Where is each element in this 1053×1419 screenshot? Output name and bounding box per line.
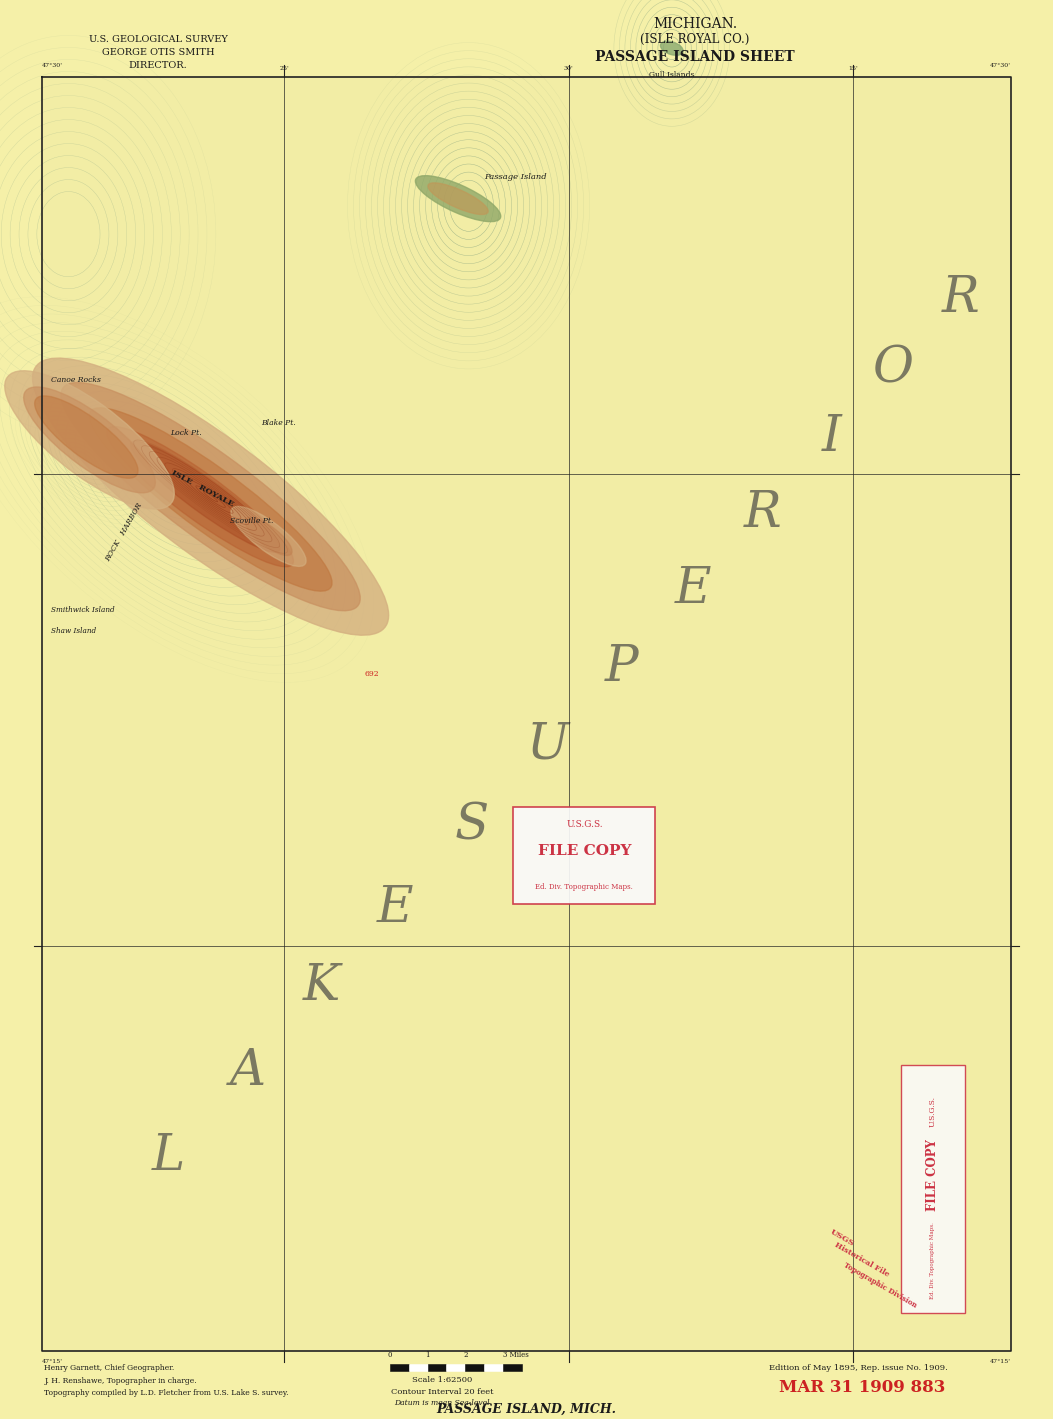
Text: P: P — [604, 643, 638, 691]
Text: Ed. Div. Topographic Maps.: Ed. Div. Topographic Maps. — [931, 1222, 935, 1298]
Text: Datum is mean Sea-level: Datum is mean Sea-level — [395, 1399, 490, 1408]
Bar — [503, 1364, 522, 1371]
Text: 0: 0 — [388, 1351, 392, 1359]
Text: Canoe Rocks: Canoe Rocks — [51, 376, 100, 385]
Text: 692: 692 — [364, 670, 379, 678]
Text: USGS: USGS — [829, 1227, 856, 1247]
Text: FILE COPY: FILE COPY — [927, 1139, 939, 1210]
Ellipse shape — [231, 507, 306, 566]
Text: E: E — [377, 884, 413, 932]
Ellipse shape — [131, 441, 280, 552]
Text: 15': 15' — [848, 65, 858, 71]
Text: R: R — [743, 490, 781, 538]
Text: 47°30': 47°30' — [42, 62, 63, 68]
Text: 25': 25' — [279, 65, 290, 71]
Text: Blake Pt.: Blake Pt. — [261, 419, 296, 427]
Text: 3 Miles: 3 Miles — [503, 1351, 529, 1359]
FancyBboxPatch shape — [901, 1064, 965, 1314]
Bar — [409, 1364, 428, 1371]
Text: 47°15': 47°15' — [42, 1359, 63, 1365]
Ellipse shape — [415, 176, 501, 221]
Bar — [42, 77, 1011, 1351]
Text: Historical File: Historical File — [833, 1242, 890, 1279]
Ellipse shape — [660, 41, 683, 55]
Text: U.S.G.S.: U.S.G.S. — [567, 820, 602, 829]
Bar — [465, 1364, 484, 1371]
Ellipse shape — [245, 518, 292, 555]
Text: E: E — [675, 565, 711, 613]
Text: Topographic Division: Topographic Division — [842, 1261, 918, 1310]
Text: 47°30': 47°30' — [990, 62, 1011, 68]
Text: Lock Pt.: Lock Pt. — [171, 429, 202, 437]
Text: 47°15': 47°15' — [990, 1359, 1011, 1365]
Text: Scale 1:62500: Scale 1:62500 — [412, 1376, 473, 1385]
FancyBboxPatch shape — [514, 807, 655, 904]
Text: Smithwick Island: Smithwick Island — [51, 606, 114, 614]
Text: R: R — [941, 274, 979, 322]
Ellipse shape — [61, 383, 360, 610]
Text: J. H. Renshawe, Topographer in charge.: J. H. Renshawe, Topographer in charge. — [44, 1376, 197, 1385]
Text: Passage Island: Passage Island — [484, 173, 547, 182]
Text: PASSAGE ISLAND SHEET: PASSAGE ISLAND SHEET — [595, 50, 795, 64]
Text: L: L — [152, 1132, 185, 1181]
Text: Shaw Island: Shaw Island — [51, 627, 96, 636]
Text: U.S. GEOLOGICAL SURVEY: U.S. GEOLOGICAL SURVEY — [88, 35, 227, 44]
Text: Gull Islands: Gull Islands — [649, 71, 695, 79]
Text: O: O — [873, 345, 913, 393]
Text: A: A — [230, 1047, 265, 1095]
Text: (ISLE ROYAL CO.): (ISLE ROYAL CO.) — [640, 33, 750, 47]
Bar — [484, 1364, 503, 1371]
Text: PASSAGE ISLAND, MICH.: PASSAGE ISLAND, MICH. — [437, 1402, 616, 1416]
Ellipse shape — [90, 407, 332, 592]
Text: S: S — [455, 802, 489, 850]
Text: 1: 1 — [425, 1351, 430, 1359]
Text: Ed. Div. Topographic Maps.: Ed. Div. Topographic Maps. — [536, 883, 633, 891]
Text: Henry Garnett, Chief Geographer.: Henry Garnett, Chief Geographer. — [44, 1364, 175, 1372]
Text: ISLE   ROYALE: ISLE ROYALE — [170, 468, 235, 508]
Text: U: U — [526, 721, 569, 769]
Ellipse shape — [4, 370, 175, 509]
Ellipse shape — [23, 387, 156, 492]
Text: I: I — [822, 413, 841, 461]
Text: MAR 31 1909 883: MAR 31 1909 883 — [779, 1379, 946, 1396]
Text: MICHIGAN.: MICHIGAN. — [653, 17, 737, 31]
Text: 2: 2 — [463, 1351, 468, 1359]
Text: ROCK   HARBOR: ROCK HARBOR — [104, 501, 144, 563]
Ellipse shape — [35, 396, 138, 478]
Text: U.S.G.S.: U.S.G.S. — [929, 1095, 937, 1127]
Text: Edition of May 1895, Rep. issue No. 1909.: Edition of May 1895, Rep. issue No. 1909… — [769, 1364, 948, 1372]
Ellipse shape — [106, 427, 294, 566]
Text: FILE COPY: FILE COPY — [538, 844, 631, 858]
Text: Scoville Pt.: Scoville Pt. — [230, 517, 273, 525]
Text: K: K — [302, 962, 340, 1010]
Ellipse shape — [428, 183, 489, 214]
Text: DIRECTOR.: DIRECTOR. — [128, 61, 187, 70]
Bar — [390, 1364, 409, 1371]
Text: Contour Interval 20 feet: Contour Interval 20 feet — [391, 1388, 494, 1396]
Text: GEORGE OTIS SMITH: GEORGE OTIS SMITH — [102, 48, 214, 57]
Bar — [446, 1364, 465, 1371]
Bar — [428, 1364, 446, 1371]
Text: Topography compiled by L.D. Fletcher from U.S. Lake S. survey.: Topography compiled by L.D. Fletcher fro… — [44, 1389, 289, 1398]
Text: 30': 30' — [563, 65, 574, 71]
Ellipse shape — [33, 358, 389, 636]
